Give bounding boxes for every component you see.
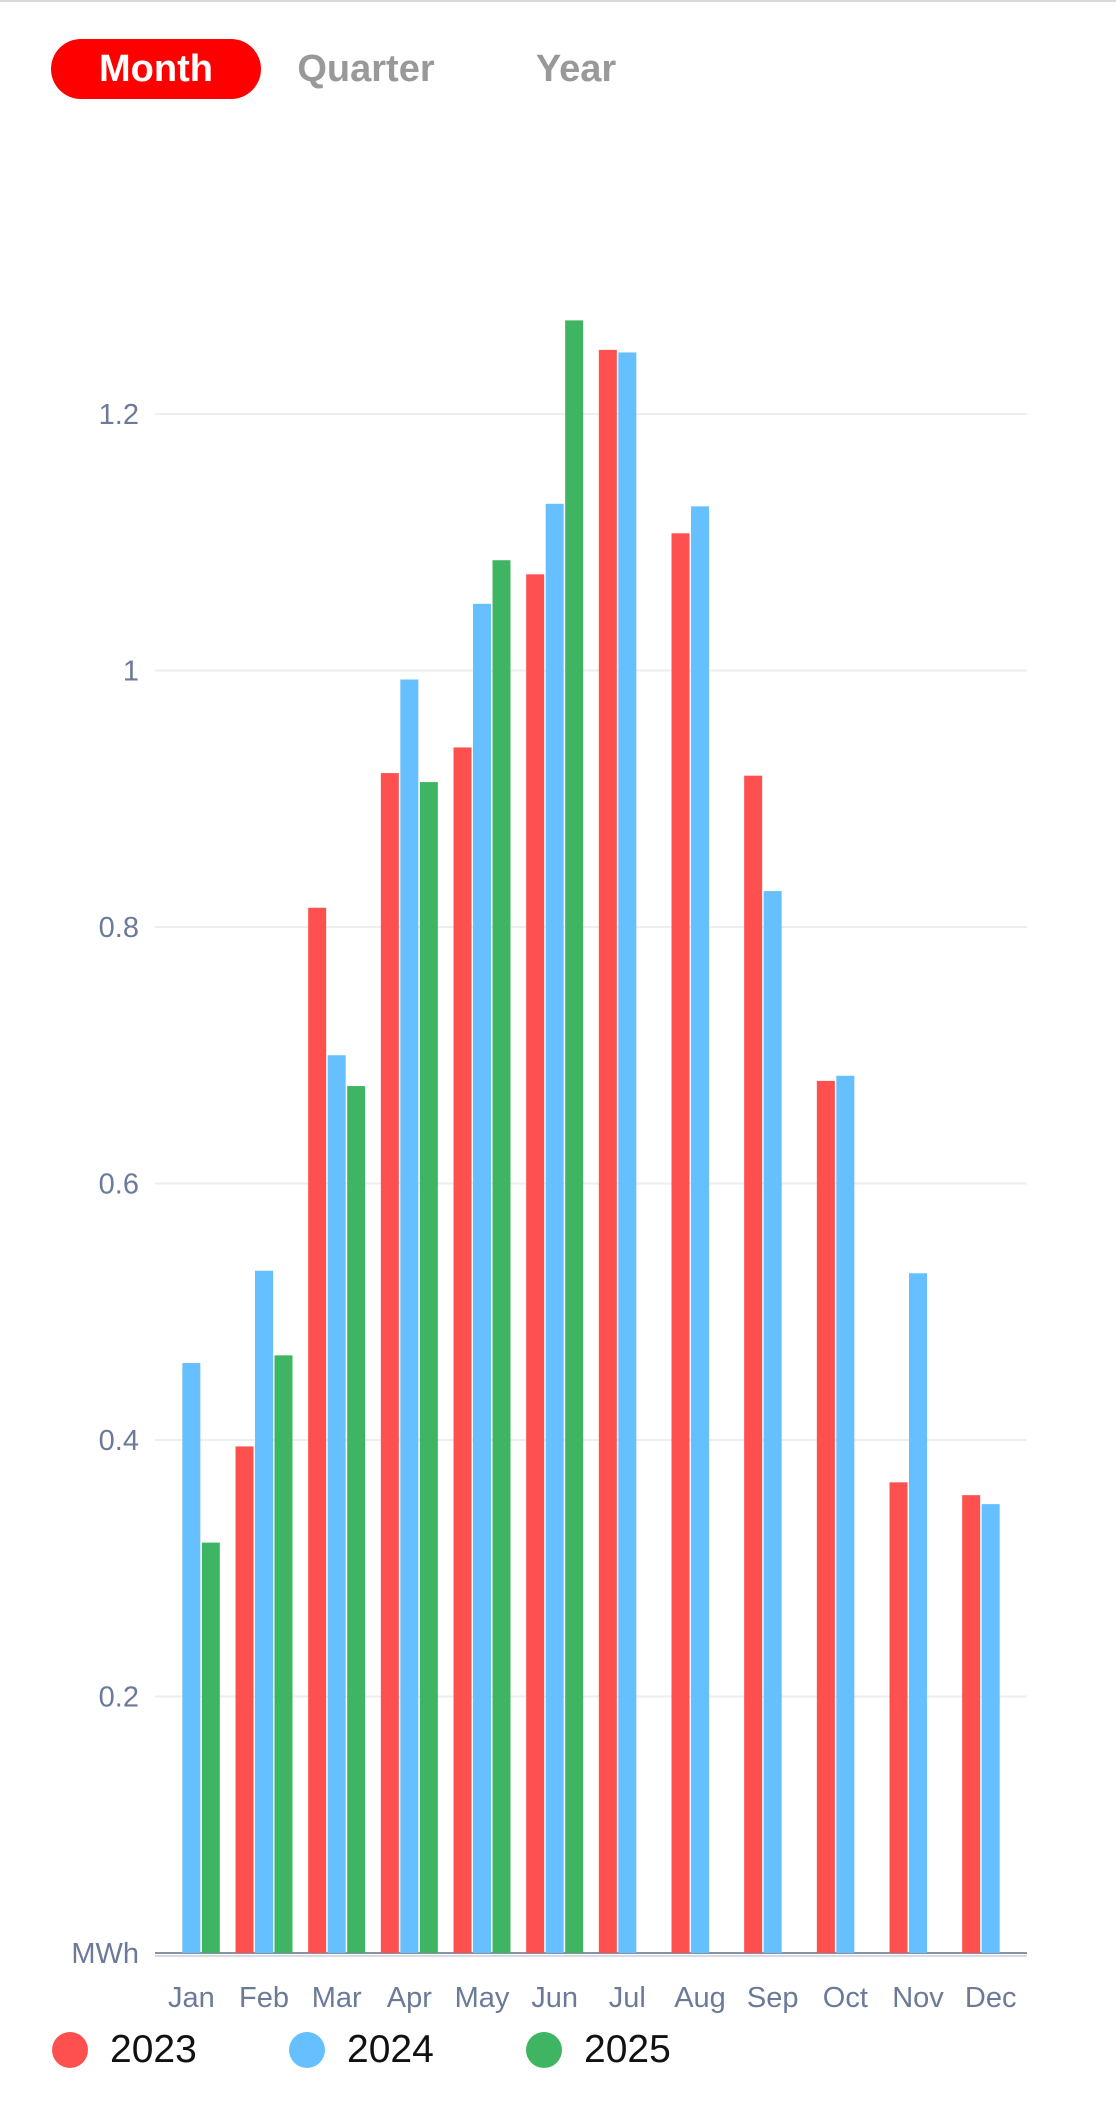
bar-2024-sep <box>763 891 782 1953</box>
x-tick-label: Nov <box>892 1982 944 2014</box>
y-tick-label: 0.4 <box>99 1425 139 1457</box>
bar-2025-jun <box>565 320 584 1954</box>
bar-2024-aug <box>691 506 709 1954</box>
x-tick-label: Mar <box>312 1982 362 2014</box>
y-axis-unit-label: MWh <box>71 1938 139 1970</box>
bar-2023-mar <box>308 907 327 1954</box>
x-tick-label: Jun <box>531 1982 578 2014</box>
x-tick-label: Feb <box>239 1982 289 2014</box>
x-tick-label: Apr <box>387 1982 432 2014</box>
tab-year[interactable]: Year <box>535 47 617 90</box>
bar-2025-mar <box>347 1086 366 1953</box>
bar-2025-jan <box>201 1542 220 1953</box>
y-tick-label: 1.2 <box>99 399 139 431</box>
bar-2023-may <box>453 747 472 1954</box>
tab-quarter[interactable]: Quarter <box>297 47 435 90</box>
bar-2024-apr <box>400 679 419 1953</box>
bar-2023-nov <box>889 1482 908 1953</box>
x-tick-label: Aug <box>674 1982 726 2014</box>
tab-month[interactable]: Month <box>51 39 261 99</box>
bar-2024-jul <box>618 352 637 1954</box>
y-tick-label: 0.8 <box>99 912 139 944</box>
bar-2024-oct <box>836 1075 855 1953</box>
x-tick-label: Sep <box>747 1982 799 2014</box>
bar-2023-sep <box>744 775 763 1953</box>
legend-item-2024: 2024 <box>289 2028 526 2072</box>
x-tick-label: Oct <box>823 1982 868 2014</box>
bar-2024-jun <box>545 503 564 1953</box>
legend-label-2024: 2024 <box>347 2028 434 2071</box>
bar-2023-jun <box>526 574 545 1953</box>
bar-2025-feb <box>274 1355 293 1953</box>
bar-2023-aug <box>671 533 690 1954</box>
bar-2024-mar <box>327 1055 346 1953</box>
legend-swatch-2023 <box>52 2032 88 2068</box>
bar-2023-dec <box>962 1495 981 1953</box>
legend-item-2023: 2023 <box>52 2028 289 2072</box>
y-tick-label: 0.6 <box>99 1169 139 1201</box>
bar-2025-may <box>492 560 511 1953</box>
y-tick-label: 1 <box>123 656 139 688</box>
legend-label-2025: 2025 <box>584 2028 671 2071</box>
bar-2023-feb <box>235 1446 254 1953</box>
legend-label-2023: 2023 <box>110 2028 197 2071</box>
bar-2023-apr <box>380 773 399 1953</box>
x-tick-label: Jul <box>609 1982 646 2014</box>
x-tick-label: Dec <box>965 1982 1017 2014</box>
bar-2024-nov <box>909 1273 927 1953</box>
y-tick-label: 0.2 <box>99 1682 139 1714</box>
legend-swatch-2025 <box>526 2032 562 2068</box>
bar-2025-apr <box>419 782 438 1953</box>
bar-2023-oct <box>816 1080 835 1953</box>
period-segmented-control: Month Quarter Year <box>51 39 681 99</box>
bar-chart: 0.2 0.4 0.6 0.8 1 1.2 MWh Jan Feb Mar Apr May Jun Jul… <box>71 320 1027 2014</box>
bar-2024-feb <box>255 1270 273 1953</box>
chart-legend: 2023 2024 2025 <box>52 2020 763 2080</box>
legend-swatch-2024 <box>289 2032 325 2068</box>
bar-2024-jan <box>182 1363 201 1953</box>
legend-item-2025: 2025 <box>526 2028 763 2072</box>
x-tick-label: Jan <box>168 1982 215 2014</box>
bar-2023-jul <box>598 349 617 1953</box>
bar-2024-may <box>473 603 491 1953</box>
top-divider <box>0 0 1116 2</box>
x-tick-label: May <box>455 1982 510 2014</box>
bar-2024-dec <box>981 1504 1000 1953</box>
